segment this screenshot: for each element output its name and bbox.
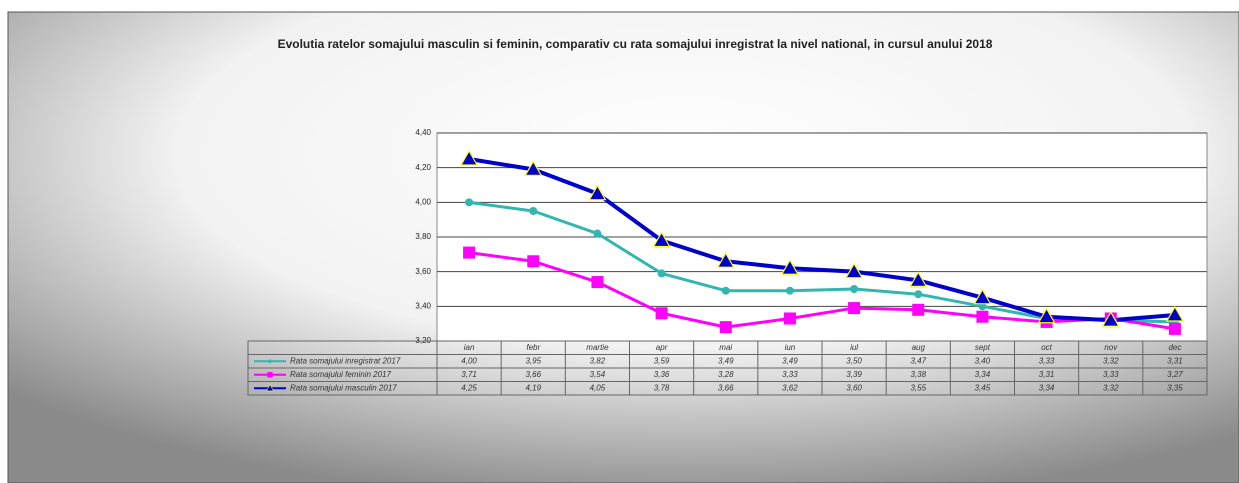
series-line (468, 157, 1176, 323)
marker (465, 198, 474, 207)
table-value: 3,60 (846, 383, 862, 392)
table-value: 3,49 (718, 356, 734, 365)
table-value: 3,32 (1103, 356, 1119, 365)
table-value: 3,31 (1039, 370, 1055, 379)
marker (1165, 305, 1184, 322)
marker (460, 149, 479, 166)
marker (719, 321, 732, 334)
table-value: 3,27 (1167, 370, 1183, 379)
legend-marker (268, 359, 272, 364)
table-value: 3,62 (782, 383, 798, 392)
marker (655, 307, 668, 320)
marker (783, 312, 796, 325)
x-tick-label: mai (719, 343, 732, 352)
marker (1037, 307, 1056, 324)
marker (652, 231, 671, 248)
table-value: 3,34 (1039, 383, 1055, 392)
x-tick-label: martie (586, 343, 609, 352)
table-value: 3,59 (654, 356, 670, 365)
table-value: 3,40 (975, 356, 991, 365)
marker (1101, 310, 1120, 327)
marker (588, 184, 607, 201)
marker (912, 303, 925, 316)
table-value: 3,54 (590, 370, 606, 379)
table-value: 3,34 (975, 370, 991, 379)
x-tick-label: sept (975, 343, 991, 352)
legend-marker (267, 372, 273, 378)
marker (716, 252, 735, 268)
table-value: 3,49 (782, 356, 798, 365)
marker (1168, 322, 1181, 335)
x-tick-label: apr (656, 343, 668, 352)
marker (591, 276, 604, 289)
x-tick-label: iul (850, 343, 858, 352)
marker (848, 302, 861, 315)
table-value: 3,33 (782, 370, 798, 379)
x-tick-label: oct (1041, 343, 1052, 352)
marker (780, 258, 799, 275)
table-value: 3,33 (1039, 356, 1055, 365)
table-value: 3,35 (1167, 383, 1183, 392)
marker (909, 271, 928, 287)
table-value: 3,82 (590, 356, 606, 365)
chart-title: Evolutia ratelor somajului masculin si f… (278, 37, 993, 51)
x-tick-label: ian (464, 343, 475, 352)
marker (463, 246, 476, 259)
y-tick-label: 3,60 (415, 267, 431, 276)
legend-marker (265, 384, 275, 392)
y-tick-label: 3,40 (415, 301, 431, 310)
marker (529, 207, 538, 215)
table-value: 3,55 (910, 383, 926, 392)
table-value: 3,38 (910, 370, 926, 379)
x-tick-label: iun (785, 343, 796, 352)
table-value: 3,36 (654, 370, 670, 379)
table-value: 3,32 (1103, 383, 1119, 392)
y-tick-label: 4,20 (415, 163, 431, 172)
legend-label: Rata somajului feminin 2017 (290, 370, 391, 379)
x-tick-label: febr (526, 343, 540, 352)
marker (850, 285, 859, 293)
table-value: 3,71 (461, 370, 477, 379)
table-value: 3,95 (525, 356, 541, 365)
marker (973, 288, 992, 305)
table-value: 4,00 (461, 356, 477, 365)
table-value: 3,45 (975, 383, 991, 392)
table-value: 4,05 (590, 383, 606, 392)
marker (976, 310, 989, 323)
table-value: 3,33 (1103, 370, 1119, 379)
table-value: 3,39 (846, 370, 862, 379)
table-value: 3,28 (718, 370, 734, 379)
x-tick-label: aug (912, 343, 926, 352)
series-line (468, 251, 1176, 331)
marker (845, 262, 864, 279)
y-tick-label: 3,80 (415, 232, 431, 241)
table-value: 4,25 (461, 383, 477, 392)
table-value: 3,31 (1167, 356, 1183, 365)
table-value: 3,66 (525, 370, 541, 379)
table-value: 4,19 (525, 383, 541, 392)
legend-label: Rata somajului inregistrat 2017 (290, 356, 401, 365)
y-tick-label: 4,40 (415, 128, 431, 137)
table-value: 3,47 (910, 356, 926, 365)
marker (978, 302, 987, 311)
marker (785, 286, 794, 295)
table-value: 3,78 (654, 383, 670, 392)
x-tick-label: nov (1104, 343, 1118, 352)
table-value: 3,66 (718, 383, 734, 392)
x-tick-label: dec (1168, 343, 1181, 352)
marker (657, 269, 666, 278)
marker (914, 290, 923, 299)
legend-label: Rata somajului masculin 2017 (290, 383, 397, 392)
marker (524, 160, 543, 176)
y-tick-label: 4,00 (415, 197, 431, 206)
marker (721, 286, 730, 295)
table-value: 3,50 (846, 356, 862, 365)
marker (593, 229, 602, 238)
marker (527, 255, 540, 268)
